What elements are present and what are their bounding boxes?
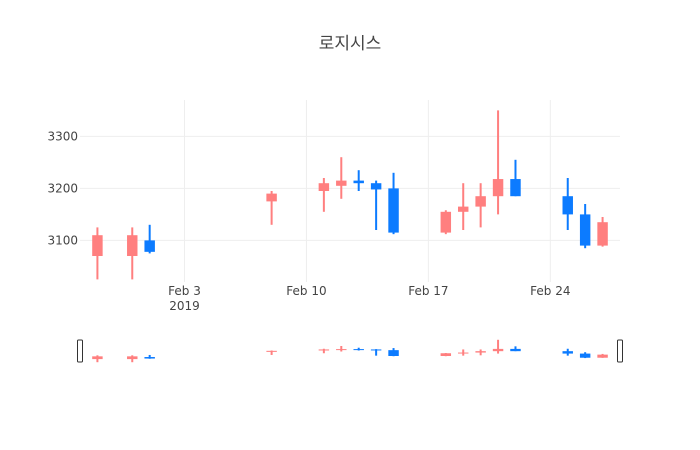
candle bbox=[475, 183, 486, 228]
candle bbox=[144, 224, 155, 254]
candle-body bbox=[492, 348, 504, 352]
candle-body bbox=[458, 352, 469, 354]
candle bbox=[562, 178, 573, 230]
candle-body bbox=[318, 183, 330, 191]
candle-body bbox=[353, 349, 364, 351]
candle-body bbox=[144, 240, 155, 252]
candle-mini bbox=[458, 349, 469, 356]
candle-body bbox=[266, 350, 277, 352]
candle-mini bbox=[127, 355, 138, 363]
range-slider-background[interactable] bbox=[80, 338, 620, 364]
candle-body bbox=[92, 356, 103, 360]
candle-body bbox=[388, 350, 399, 356]
candle bbox=[579, 204, 591, 249]
candle-body bbox=[370, 349, 382, 351]
y-tick-label: 3100 bbox=[47, 233, 78, 247]
candle-mini bbox=[440, 353, 452, 357]
candle bbox=[510, 159, 521, 197]
candle-body bbox=[92, 235, 103, 256]
chart-title: 로지시스 bbox=[319, 34, 382, 54]
candle-body bbox=[318, 349, 330, 351]
range-slider-right-handle[interactable] bbox=[617, 339, 623, 363]
candle-body bbox=[510, 348, 521, 352]
candle-mini bbox=[92, 355, 103, 363]
candle-mini bbox=[492, 339, 504, 354]
candle bbox=[370, 180, 382, 230]
candle-body bbox=[127, 356, 138, 360]
range-slider[interactable] bbox=[77, 338, 623, 364]
y-tick-label: 3300 bbox=[47, 129, 78, 143]
candle bbox=[318, 178, 330, 212]
candle-mini bbox=[579, 352, 591, 359]
candle bbox=[353, 170, 364, 191]
range-slider-left-handle[interactable] bbox=[77, 339, 83, 363]
candle-mini bbox=[266, 350, 277, 355]
candle bbox=[127, 227, 138, 280]
candle bbox=[492, 110, 504, 215]
candle-body bbox=[266, 193, 277, 202]
candle-body bbox=[510, 179, 521, 197]
candle-mini bbox=[318, 348, 330, 354]
candle-mini bbox=[562, 348, 573, 356]
candle-body bbox=[579, 353, 591, 358]
candle-body bbox=[458, 206, 469, 212]
candle-body bbox=[597, 354, 608, 358]
candle-body bbox=[336, 349, 347, 351]
grid bbox=[80, 100, 620, 282]
candle bbox=[388, 172, 399, 235]
candle-body bbox=[475, 196, 486, 207]
x-tick-label: Feb 3 bbox=[168, 284, 201, 298]
candle-body bbox=[492, 179, 504, 197]
candle-mini bbox=[144, 354, 155, 359]
candle-mini bbox=[475, 349, 486, 356]
candle bbox=[92, 227, 103, 280]
candle bbox=[458, 183, 469, 230]
candle-body bbox=[562, 351, 573, 354]
y-tick-label: 3200 bbox=[47, 181, 78, 195]
candle-body bbox=[144, 357, 155, 359]
candle-mini bbox=[388, 348, 399, 357]
candle-body bbox=[475, 351, 486, 353]
candle-mini bbox=[336, 346, 347, 352]
candle bbox=[266, 191, 277, 225]
candle-mini bbox=[353, 347, 364, 351]
candle bbox=[440, 210, 452, 235]
candle-body bbox=[353, 180, 364, 184]
candle-body bbox=[597, 222, 608, 246]
y-axis-ticks: 3100 3200 3300 bbox=[47, 129, 78, 247]
candle-body bbox=[127, 235, 138, 256]
x-tick-label: Feb 17 bbox=[408, 284, 448, 298]
x-tick-label: Feb 10 bbox=[286, 284, 326, 298]
candle-body bbox=[440, 353, 452, 356]
candle bbox=[597, 217, 608, 247]
candle-body bbox=[336, 180, 347, 186]
candle-body bbox=[440, 211, 452, 233]
candle-mini bbox=[597, 353, 608, 358]
candle bbox=[336, 157, 347, 199]
candle-body bbox=[388, 188, 399, 233]
candle-body bbox=[370, 183, 382, 190]
x-tick-label: Feb 24 bbox=[530, 284, 570, 298]
candle-mini bbox=[370, 349, 382, 356]
candles bbox=[92, 110, 608, 280]
candle-mini bbox=[510, 346, 521, 352]
candle-body bbox=[579, 214, 591, 246]
candle-body bbox=[562, 196, 573, 215]
x-tick-sublabel: 2019 bbox=[169, 299, 200, 313]
